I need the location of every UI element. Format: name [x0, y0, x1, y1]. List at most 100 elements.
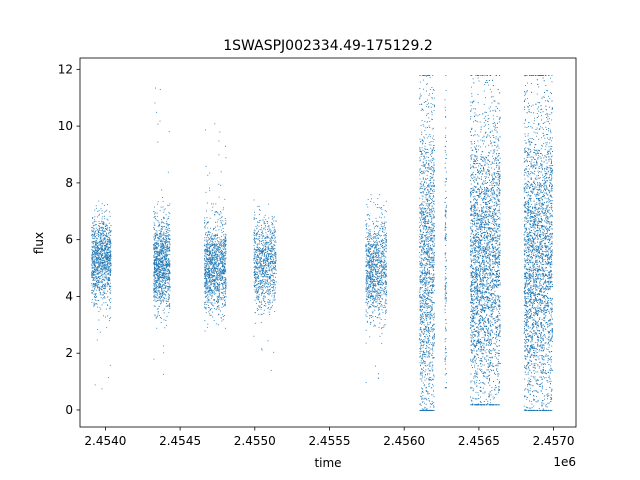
data-point [108, 236, 110, 238]
data-point [107, 268, 109, 270]
data-point [366, 223, 368, 225]
data-point [209, 245, 211, 247]
data-point [275, 292, 276, 294]
data-point [365, 257, 367, 259]
data-point [262, 273, 264, 275]
data-point [213, 299, 214, 301]
data-point [271, 246, 273, 248]
data-point [157, 290, 159, 292]
data-point [167, 232, 169, 234]
data-point [211, 290, 213, 292]
data-point [205, 239, 207, 241]
data-point [225, 284, 227, 286]
data-point [211, 251, 213, 253]
data-point [215, 265, 217, 267]
data-point [258, 272, 260, 274]
data-point [216, 268, 217, 269]
data-point [102, 262, 103, 264]
data-point [265, 249, 266, 251]
data-point [383, 235, 385, 237]
data-point [383, 267, 385, 269]
data-point [167, 171, 169, 173]
data-point [381, 266, 383, 268]
data-point [99, 229, 101, 231]
data-point [263, 298, 265, 300]
data-point [224, 252, 226, 254]
data-point [375, 251, 377, 253]
data-point [92, 231, 94, 233]
data-point [224, 270, 226, 272]
data-point [157, 203, 158, 205]
data-point [381, 287, 383, 289]
data-point [215, 221, 216, 223]
data-point [157, 267, 159, 269]
data-point [109, 287, 111, 289]
data-point [258, 243, 260, 245]
data-point [108, 262, 110, 264]
data-point [216, 235, 218, 236]
data-point [154, 261, 156, 263]
data-point [98, 220, 100, 222]
data-point [109, 239, 110, 241]
data-point [253, 240, 255, 242]
data-point [221, 253, 223, 255]
data-point [216, 260, 218, 262]
data-point [267, 284, 269, 285]
data-point [95, 221, 97, 223]
data-point [156, 255, 158, 257]
data-point [107, 282, 109, 284]
data-point [385, 269, 387, 271]
data-point [368, 266, 370, 268]
data-point [102, 268, 104, 270]
data-point [156, 269, 158, 271]
data-point [207, 268, 209, 270]
data-point [161, 266, 163, 268]
data-point [165, 239, 167, 241]
data-point [220, 244, 222, 245]
data-point [256, 263, 258, 264]
data-point [206, 294, 208, 296]
data-point [368, 295, 370, 297]
data-point [223, 257, 225, 259]
data-point [164, 241, 166, 242]
data-point [255, 273, 257, 275]
data-point [256, 252, 258, 254]
data-point [208, 237, 210, 239]
data-point [99, 286, 100, 288]
data-point [154, 279, 156, 281]
data-point [101, 266, 103, 268]
data-point [158, 315, 160, 316]
data-point [205, 265, 207, 267]
data-point [95, 303, 96, 305]
data-point [158, 270, 160, 272]
data-point [96, 303, 97, 305]
data-point [208, 307, 210, 309]
data-point [162, 275, 164, 277]
data-point [270, 230, 272, 232]
data-point [224, 246, 226, 248]
data-point [377, 254, 379, 256]
data-point [96, 273, 98, 275]
data-point [377, 241, 379, 243]
data-point [209, 270, 211, 272]
data-point [162, 251, 164, 253]
data-point [162, 279, 164, 281]
data-point [268, 281, 270, 283]
data-point [166, 248, 168, 250]
data-point [107, 253, 109, 255]
data-point [366, 228, 368, 230]
data-point [214, 256, 216, 258]
data-point [162, 273, 164, 275]
data-point [256, 249, 258, 251]
data-point [155, 265, 157, 266]
data-point [272, 279, 274, 280]
data-point [218, 273, 220, 275]
data-point [207, 262, 209, 264]
data-point [272, 263, 274, 264]
data-point [100, 247, 102, 249]
data-point [169, 224, 170, 225]
data-point [161, 278, 163, 280]
data-point [212, 285, 214, 287]
data-point [165, 279, 167, 281]
data-point [208, 247, 210, 249]
